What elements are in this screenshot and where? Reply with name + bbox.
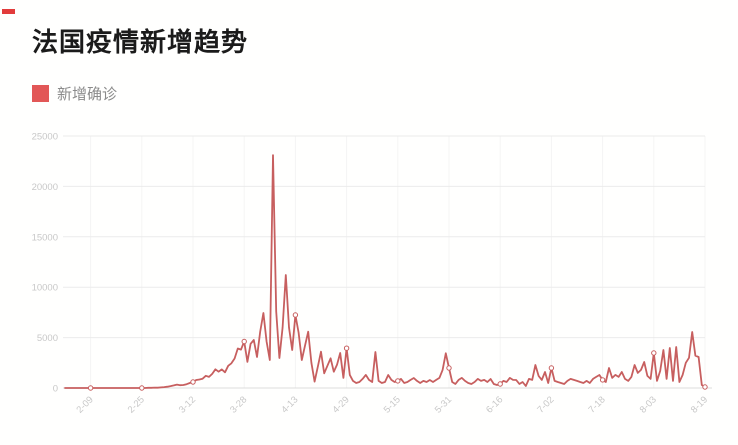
svg-text:4-13: 4-13 — [279, 394, 300, 415]
legend-label: 新增确诊 — [57, 86, 118, 103]
y-axis-labels: 0 5000 10000 15000 20000 25000 — [32, 132, 58, 395]
legend-swatch-icon — [32, 85, 49, 102]
svg-text:25000: 25000 — [32, 132, 58, 143]
accent-dash — [2, 9, 15, 14]
svg-text:2-25: 2-25 — [126, 394, 147, 415]
svg-text:7-02: 7-02 — [535, 394, 556, 415]
series-line — [64, 154, 706, 389]
svg-text:5-15: 5-15 — [382, 394, 403, 415]
svg-text:8-03: 8-03 — [638, 394, 659, 415]
svg-text:6-16: 6-16 — [484, 394, 505, 415]
svg-text:8-19: 8-19 — [689, 394, 710, 415]
svg-text:5-31: 5-31 — [433, 394, 454, 415]
svg-text:2-09: 2-09 — [74, 394, 95, 415]
svg-text:3-28: 3-28 — [228, 394, 249, 415]
grid-lines — [63, 135, 712, 389]
svg-text:4-29: 4-29 — [330, 394, 351, 415]
x-axis-labels: 2-09 2-25 3-12 3-28 4-13 4-29 5-15 5-31 6-16 7-02… — [74, 394, 710, 415]
page-title: 法国疫情新增趋势 — [32, 27, 249, 57]
svg-text:3-12: 3-12 — [177, 394, 198, 415]
svg-text:5000: 5000 — [37, 333, 58, 344]
legend-item-new-confirmed[interactable]: 新增确诊 — [32, 83, 117, 104]
svg-text:7-18: 7-18 — [586, 394, 607, 415]
svg-text:0: 0 — [53, 384, 58, 395]
svg-text:10000: 10000 — [32, 283, 58, 294]
svg-text:15000: 15000 — [32, 232, 58, 243]
point-markers — [87, 312, 708, 391]
svg-text:20000: 20000 — [32, 182, 58, 193]
